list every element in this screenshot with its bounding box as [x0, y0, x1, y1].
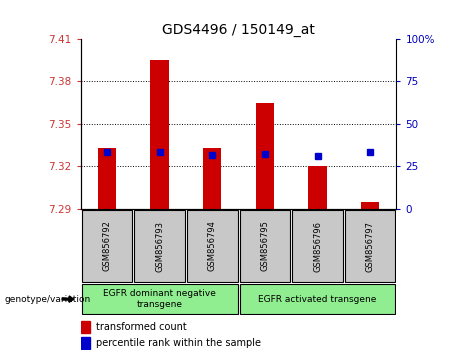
- Bar: [308, 166, 327, 209]
- Text: GSM856797: GSM856797: [366, 221, 375, 272]
- Title: GDS4496 / 150149_at: GDS4496 / 150149_at: [162, 23, 315, 36]
- Text: EGFR activated transgene: EGFR activated transgene: [258, 295, 377, 304]
- Bar: [361, 202, 379, 209]
- Bar: [256, 103, 274, 209]
- Bar: [81, 321, 90, 333]
- Text: transformed count: transformed count: [96, 322, 187, 332]
- Text: EGFR dominant negative
transgene: EGFR dominant negative transgene: [103, 290, 216, 309]
- Text: GSM856796: GSM856796: [313, 221, 322, 272]
- Text: GSM856794: GSM856794: [208, 221, 217, 272]
- Bar: [82, 210, 132, 282]
- Bar: [240, 210, 290, 282]
- Bar: [81, 337, 90, 349]
- Text: percentile rank within the sample: percentile rank within the sample: [96, 338, 261, 348]
- Text: GSM856795: GSM856795: [260, 221, 269, 272]
- Text: genotype/variation: genotype/variation: [5, 295, 91, 304]
- Bar: [203, 148, 221, 209]
- Bar: [134, 210, 185, 282]
- Bar: [292, 210, 343, 282]
- Bar: [187, 210, 237, 282]
- Text: GSM856792: GSM856792: [102, 221, 112, 272]
- Bar: [345, 210, 396, 282]
- Bar: [82, 284, 237, 314]
- Bar: [98, 148, 116, 209]
- Text: GSM856793: GSM856793: [155, 221, 164, 272]
- Bar: [150, 60, 169, 209]
- Bar: [240, 284, 396, 314]
